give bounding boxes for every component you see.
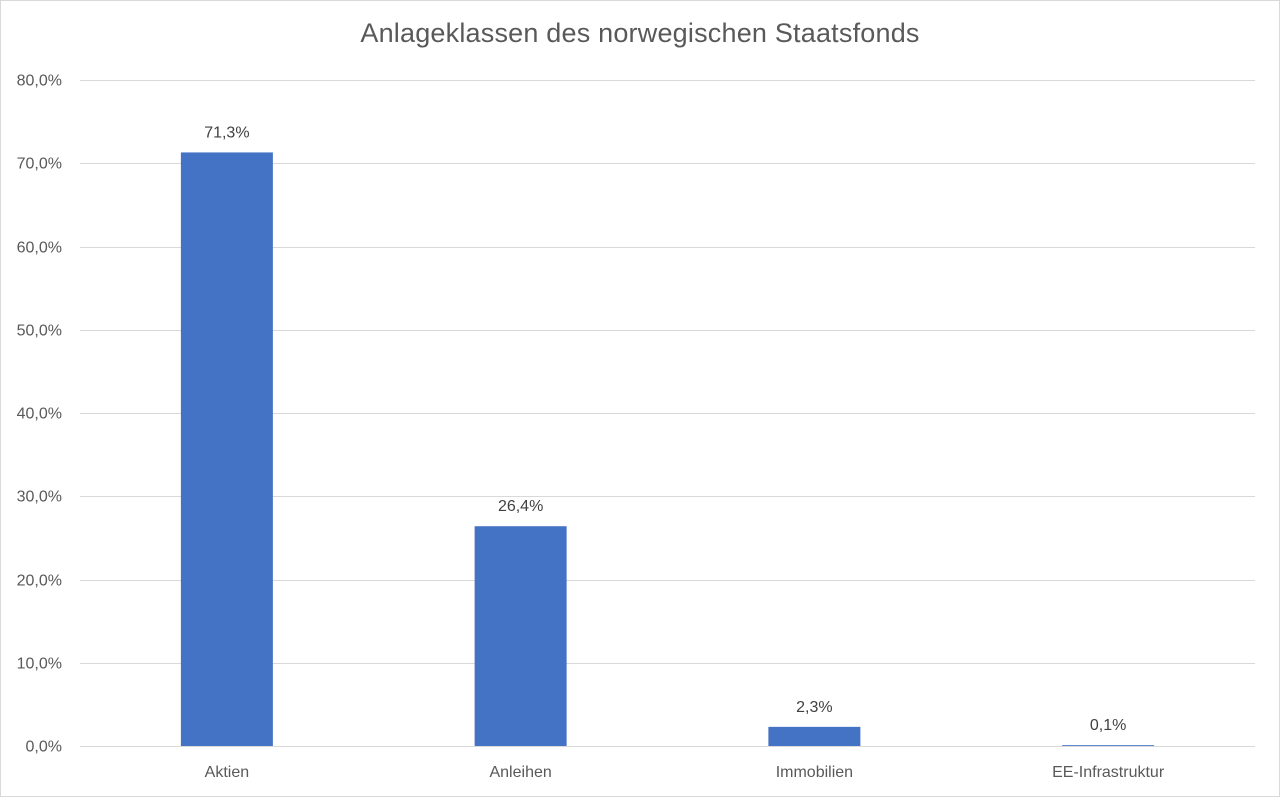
y-tick-label: 10,0% [17, 656, 62, 673]
y-tick-label: 80,0% [17, 73, 62, 90]
x-tick-label: EE-Infrastruktur [1052, 764, 1165, 781]
bar-anleihen [474, 526, 567, 746]
data-label: 71,3% [204, 124, 249, 141]
y-tick-label: 20,0% [17, 573, 62, 590]
bars [180, 152, 1155, 747]
bar-immobilien [768, 726, 861, 746]
bar-ee-infrastruktur [1062, 745, 1155, 746]
x-tick-label: Anleihen [489, 764, 551, 781]
y-tick-label: 60,0% [17, 240, 62, 257]
bar-aktien [180, 152, 273, 747]
y-axis-tick-labels: 0,0% 10,0% 20,0% 30,0% 40,0% 50,0% 60,0% 70,0% 8… [17, 73, 62, 756]
y-tick-label: 40,0% [17, 406, 62, 423]
y-tick-label: 50,0% [17, 323, 62, 340]
gridlines [80, 80, 1255, 747]
x-axis-tick-labels: Aktien Anleihen Immobilien EE-Infrastruktur [205, 764, 1165, 781]
data-labels: 71,3% 26,4% 2,3% 0,1% [204, 124, 1126, 734]
data-label: 0,1% [1090, 717, 1126, 734]
chart-title: Anlageklassen des norwegischen Staatsfon… [360, 18, 920, 48]
x-tick-label: Aktien [205, 764, 249, 781]
y-tick-label: 0,0% [26, 739, 62, 756]
y-tick-label: 70,0% [17, 156, 62, 173]
data-label: 26,4% [498, 498, 543, 515]
x-tick-label: Immobilien [776, 764, 853, 781]
data-label: 2,3% [796, 699, 832, 716]
y-tick-label: 30,0% [17, 489, 62, 506]
